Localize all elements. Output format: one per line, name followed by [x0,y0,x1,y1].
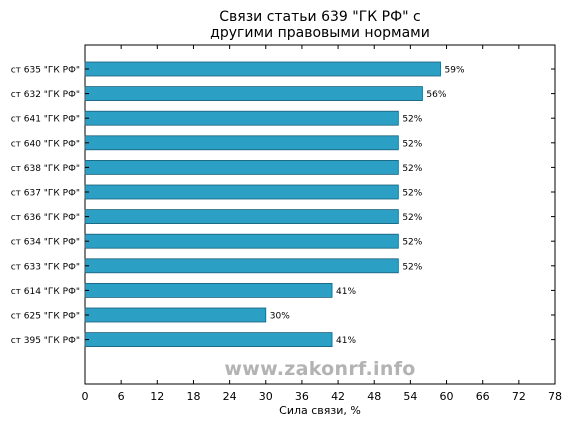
bar [84,135,399,151]
x-tick-label: 36 [295,390,309,403]
x-tick-label: 48 [367,390,381,403]
x-tick-label: 18 [186,390,200,403]
data-label: 59% [445,66,465,76]
data-label: 52% [402,115,422,125]
x-tick-label: 6 [118,390,125,403]
category-label: ст 614 "ГК РФ" [11,287,80,297]
data-label: 52% [402,238,422,248]
x-tick-label: 60 [440,390,454,403]
x-tick-label: 0 [82,390,89,403]
bar [84,282,333,298]
bar [84,233,399,249]
data-label: 41% [336,287,356,297]
bar [84,209,399,225]
category-label: ст 637 "ГК РФ" [11,189,80,199]
data-label: 30% [270,312,290,322]
data-label: 52% [402,189,422,199]
x-tick-label: 78 [548,390,562,403]
data-label: 52% [402,213,422,223]
bar [84,184,399,200]
bar [84,159,399,175]
data-label: 56% [426,90,446,100]
bar [84,110,399,126]
bar [84,86,423,101]
bar [84,258,399,274]
category-label: ст 632 "ГК РФ" [11,90,80,100]
x-tick-label: 42 [331,390,345,403]
category-label: ст 640 "ГК РФ" [11,139,80,149]
x-tick-label: 12 [150,390,164,403]
x-tick-label: 30 [259,390,273,403]
category-label: ст 395 "ГК РФ" [11,336,80,346]
category-label: ст 633 "ГК РФ" [11,262,80,272]
category-label: ст 636 "ГК РФ" [11,213,80,223]
category-label: ст 638 "ГК РФ" [11,164,80,174]
data-label: 52% [402,164,422,174]
chart-title-line-2: другими правовыми нормами [210,25,430,41]
x-tick-label: 54 [403,390,417,403]
chart-title: Связи статьи 639 "ГК РФ" с другими право… [160,9,480,41]
data-label: 41% [336,336,356,346]
x-tick-label: 72 [512,390,526,403]
bar [84,61,441,77]
chart-title-line-1: Связи статьи 639 "ГК РФ" с [219,9,421,25]
category-label: ст 635 "ГК РФ" [11,66,80,76]
data-label: 52% [402,139,422,149]
watermark: www.zakonrf.info [224,358,416,380]
data-label: 52% [402,262,422,272]
bar [84,332,333,348]
bar [84,307,267,323]
x-tick-label: 24 [223,390,237,403]
x-tick-label: 66 [476,390,490,403]
category-label: ст 625 "ГК РФ" [11,312,80,322]
category-label: ст 634 "ГК РФ" [11,238,80,248]
x-axis-label: Сила связи, % [279,404,361,417]
category-label: ст 641 "ГК РФ" [11,115,80,125]
